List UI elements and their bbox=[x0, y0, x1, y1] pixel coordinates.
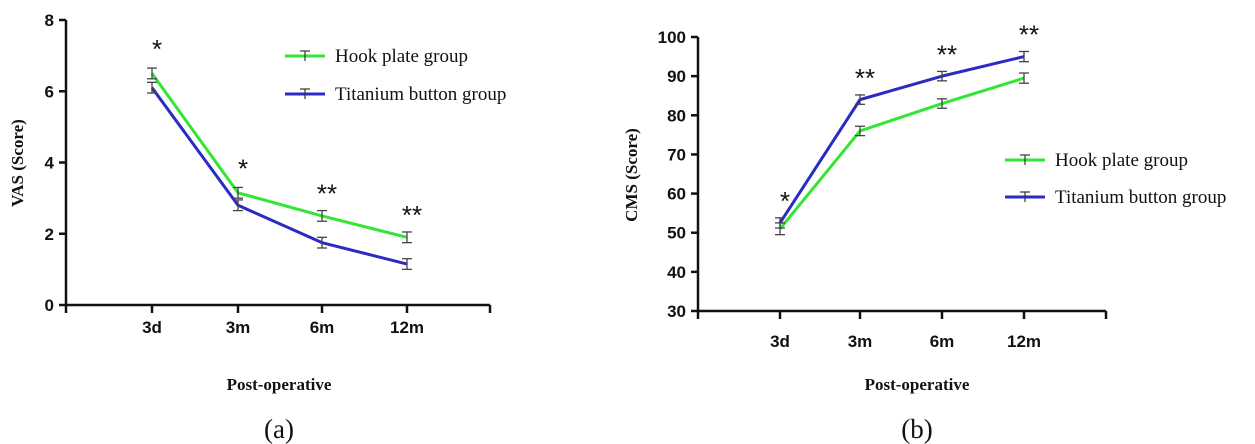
chart-b-y-tick-label: 90 bbox=[667, 67, 686, 86]
chart-a-error-bar bbox=[147, 67, 157, 80]
chart-b-y-tick-label: 80 bbox=[667, 106, 686, 125]
chart-b-y-axis-title: CMS (Score) bbox=[622, 128, 641, 222]
chart-a-x-axis-title: Post-operative bbox=[227, 375, 332, 394]
chart-b-y-tick-label: 50 bbox=[667, 224, 686, 243]
chart-a-legend-label-titanium: Titanium button group bbox=[335, 84, 506, 105]
chart-b-x-tick-label: 3m bbox=[848, 332, 873, 351]
chart-a-significance-marker: ** bbox=[402, 200, 422, 230]
chart-b-legend: Hook plate group Titanium button group bbox=[1005, 150, 1226, 208]
chart-a-panel-label: (a) bbox=[264, 414, 294, 444]
chart-b-y-tick-label: 30 bbox=[667, 302, 686, 321]
chart-b-error-bar bbox=[775, 217, 785, 229]
chart-a-significance-marker: ** bbox=[317, 179, 337, 209]
chart-b-x-tick-label: 12m bbox=[1007, 332, 1041, 351]
chart-a-x-tick-label: 12m bbox=[390, 318, 424, 337]
chart-a-series-line-0 bbox=[150, 72, 408, 239]
chart-b-x-tick-label: 6m bbox=[930, 332, 955, 351]
chart-a-x-tick-label: 6m bbox=[310, 318, 335, 337]
chart-b-legend-label-titanium: Titanium button group bbox=[1055, 187, 1226, 208]
chart-b-error-bar bbox=[937, 98, 947, 109]
chart-b-significance-marker: * bbox=[780, 186, 790, 216]
chart-b-panel-label: (b) bbox=[901, 414, 932, 444]
chart-a-significance-marker: * bbox=[238, 153, 248, 183]
chart-a-y-axis-title: VAS (Score) bbox=[8, 119, 27, 207]
chart-a-legend: Hook plate group Titanium button group bbox=[285, 46, 506, 105]
chart-b-error-bar bbox=[1019, 72, 1029, 84]
chart-b-significance-marker: ** bbox=[1019, 19, 1039, 49]
chart-b-y-tick-label: 100 bbox=[658, 28, 686, 47]
chart-b-y-tick-label: 40 bbox=[667, 263, 686, 282]
chart-a-y-tick-label: 4 bbox=[45, 154, 55, 173]
chart-a-significance-marker: * bbox=[152, 34, 162, 64]
chart-b-legend-item-titanium: Titanium button group bbox=[1005, 187, 1226, 208]
chart-a-y-tick-label: 0 bbox=[45, 296, 54, 315]
chart-a-legend-item-hook: Hook plate group bbox=[285, 46, 468, 67]
chart-a-x-tick-label: 3m bbox=[226, 318, 251, 337]
chart-a-legend-item-titanium: Titanium button group bbox=[285, 84, 506, 105]
chart-a-error-bar bbox=[402, 258, 412, 271]
chart-b-series-line-1 bbox=[778, 55, 1025, 224]
chart-a-x-tick-label: 3d bbox=[142, 318, 162, 337]
chart-b-y-tick-label: 70 bbox=[667, 145, 686, 164]
chart-a-series-line-1 bbox=[150, 86, 408, 266]
chart-b-legend-item-hook: Hook plate group bbox=[1005, 150, 1188, 171]
chart-a-error-bar bbox=[147, 81, 157, 94]
chart-b-significance-marker: ** bbox=[937, 39, 957, 69]
chart-b-error-bar bbox=[855, 125, 865, 137]
chart-b-y-tick-label: 60 bbox=[667, 185, 686, 204]
chart-b-legend-label-hook: Hook plate group bbox=[1055, 150, 1188, 171]
chart-a-y-tick-label: 2 bbox=[45, 225, 54, 244]
chart-a-error-bar bbox=[402, 231, 412, 244]
chart-a-y-tick-label: 8 bbox=[45, 11, 54, 30]
chart-b-series-line-0 bbox=[778, 76, 1025, 230]
chart-b-error-bar bbox=[1019, 50, 1029, 63]
chart-a-legend-label-hook: Hook plate group bbox=[335, 46, 468, 67]
chart-b-error-bar bbox=[855, 94, 865, 105]
chart-b-x-axis-title: Post-operative bbox=[865, 375, 970, 394]
chart-a-error-bar bbox=[317, 209, 327, 222]
chart-b-significance-marker: ** bbox=[855, 63, 875, 93]
chart-b-error-bar bbox=[937, 70, 947, 82]
chart-a-y-tick-label: 6 bbox=[45, 82, 54, 101]
chart-a-error-bar bbox=[233, 186, 243, 199]
chart-b-x-tick-label: 3d bbox=[770, 332, 790, 351]
chart-a-error-bar bbox=[233, 199, 243, 212]
chart-a-error-bar bbox=[317, 236, 327, 249]
